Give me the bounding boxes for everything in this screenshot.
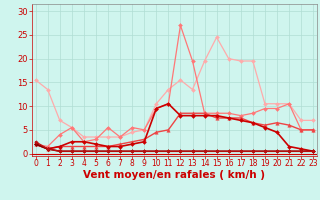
X-axis label: Vent moyen/en rafales ( km/h ): Vent moyen/en rafales ( km/h ): [84, 170, 265, 180]
